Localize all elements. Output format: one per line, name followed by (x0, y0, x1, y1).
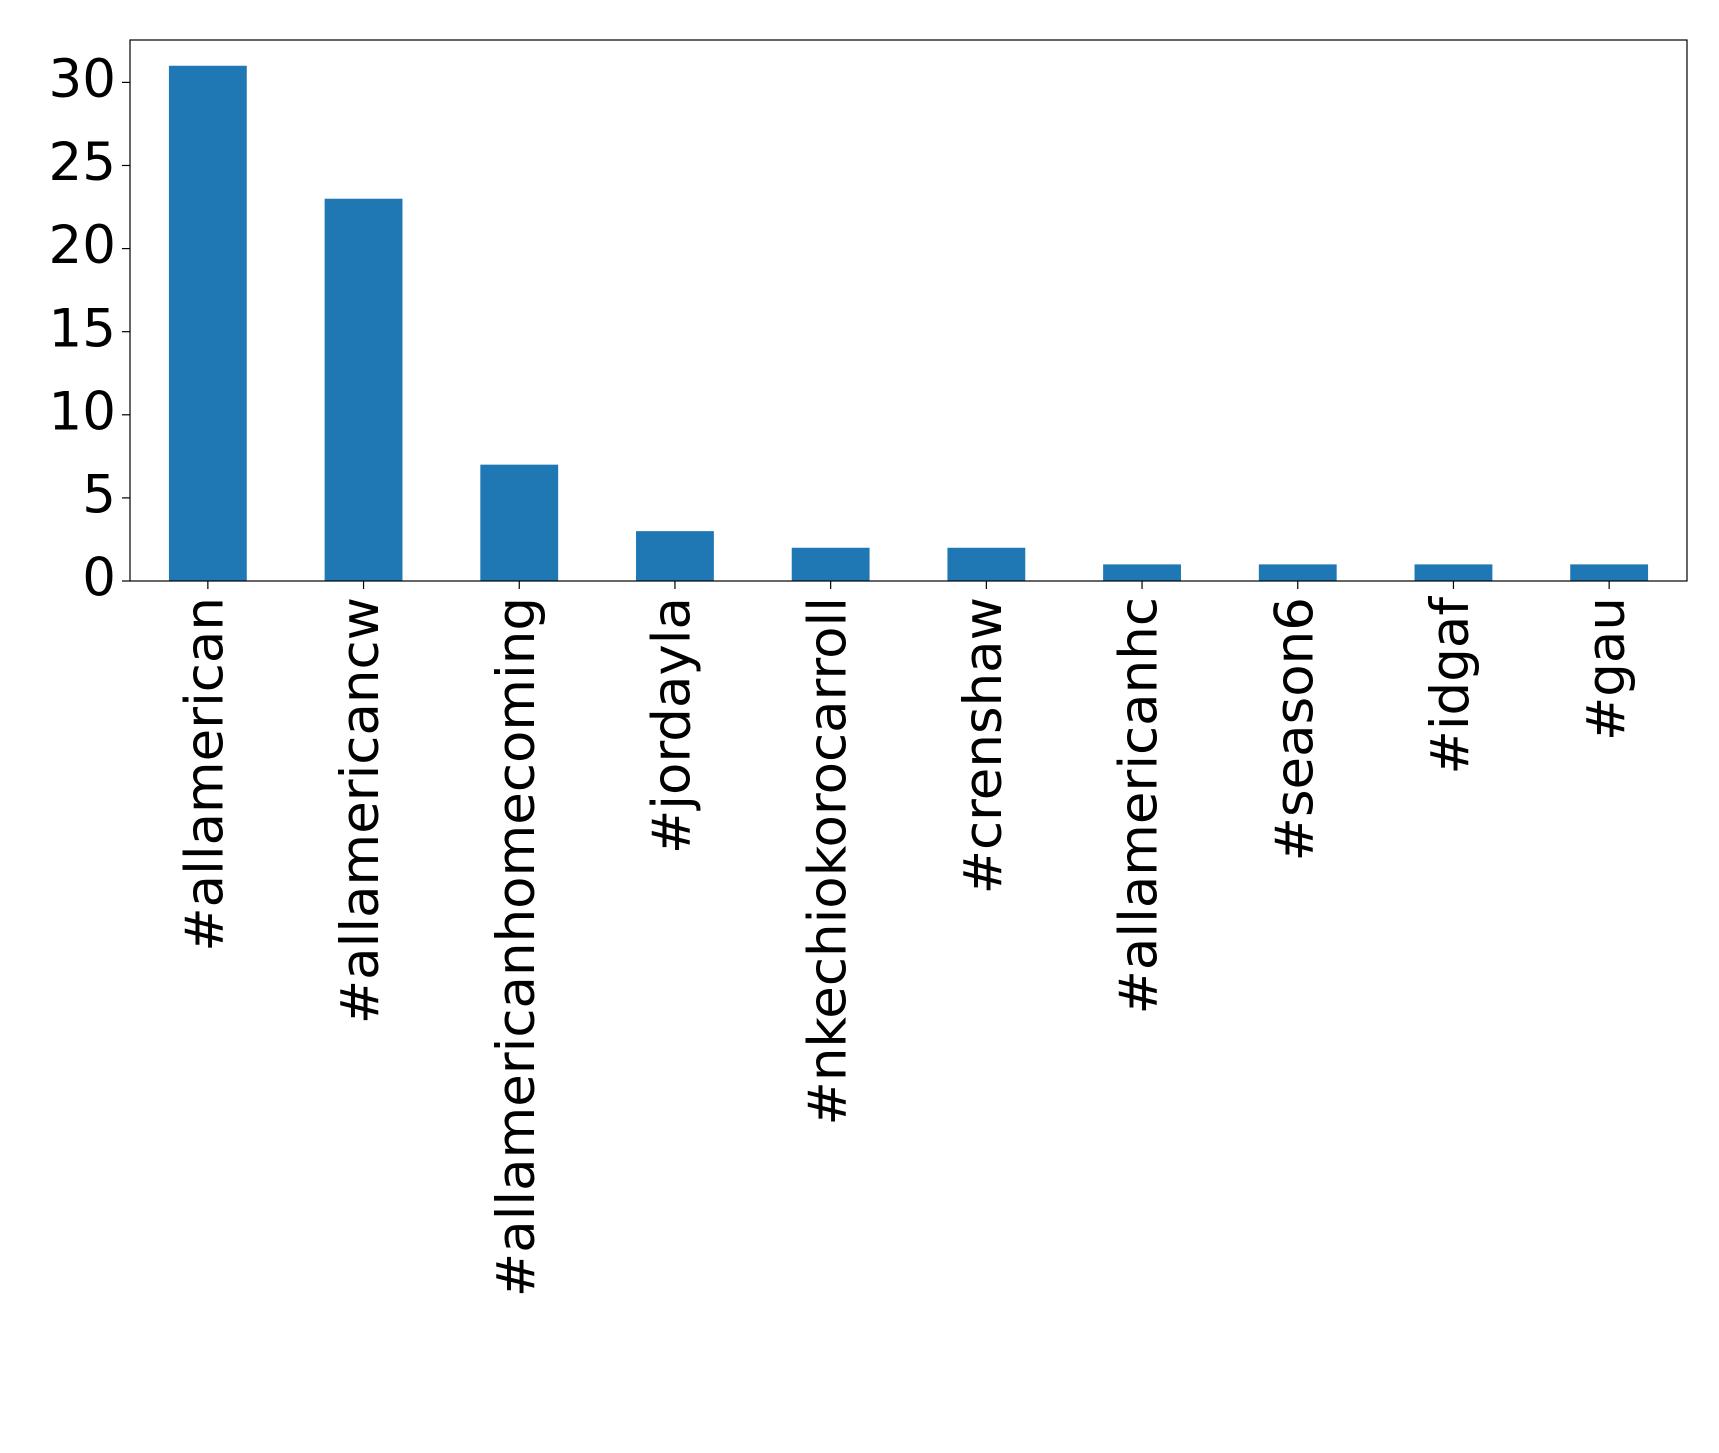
bar (480, 464, 559, 581)
x-tick-label: #nkechiokorocarroll (797, 597, 858, 1126)
y-tick-label: 20 (49, 215, 116, 276)
x-tick-label: #allamerican (174, 597, 235, 952)
y-tick-label: 10 (49, 381, 116, 442)
x-tick-label: #gau (1576, 597, 1637, 741)
y-tick-label: 25 (49, 132, 116, 193)
y-tick-label: 0 (82, 548, 116, 609)
bar (1258, 564, 1337, 581)
y-tick-label: 5 (82, 465, 116, 526)
x-tick-label: #jordayla (642, 597, 703, 854)
y-tick-label: 15 (49, 298, 116, 359)
x-tick-label: #crenshaw (953, 597, 1014, 894)
y-tick-label: 30 (49, 49, 116, 110)
bar (791, 547, 870, 581)
bar (1570, 564, 1649, 581)
plot-frame (129, 39, 1688, 582)
x-tick-label: #season6 (1264, 597, 1325, 861)
bar (636, 531, 714, 581)
x-tick-label: #allamericancw (330, 597, 391, 1024)
bar (1414, 564, 1493, 581)
bar (1103, 564, 1181, 581)
bar (324, 198, 403, 582)
x-tick-label: #allamericanhc (1109, 597, 1170, 1015)
x-tick-label: #allamericanhomecoming (486, 597, 547, 1297)
bar (168, 65, 247, 581)
bar (947, 547, 1026, 581)
x-tick-label: #idgaf (1420, 596, 1481, 775)
